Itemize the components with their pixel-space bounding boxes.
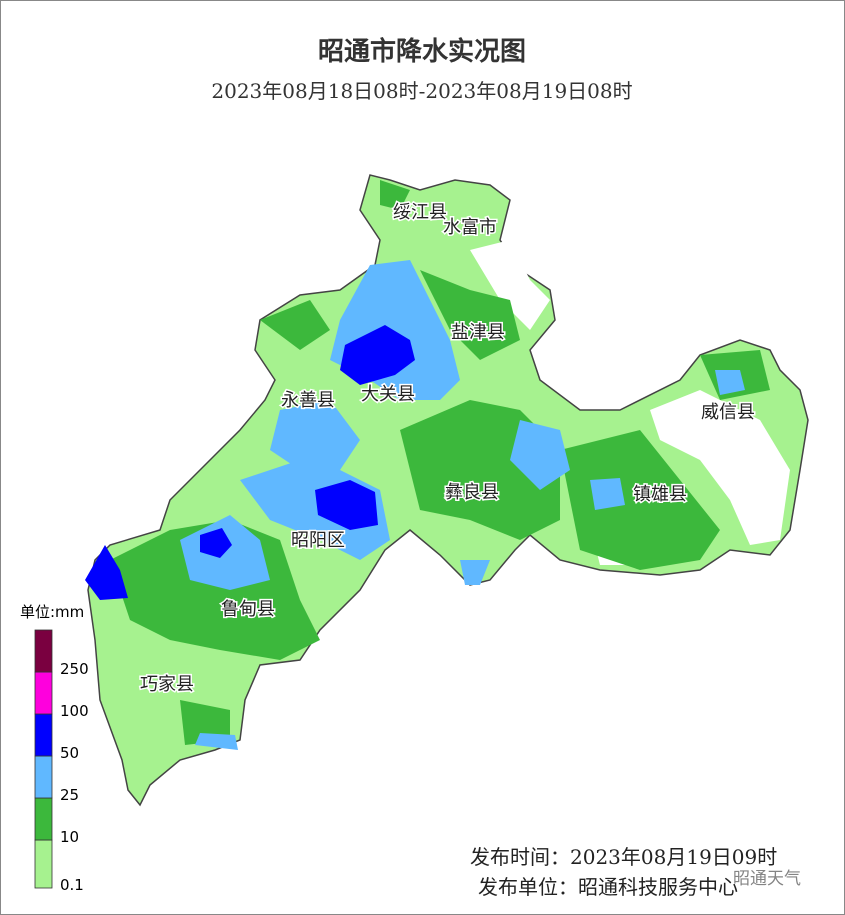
legend-swatch <box>34 713 53 757</box>
region-label: 盐津县 <box>451 322 505 343</box>
legend-swatch <box>34 671 53 715</box>
issue-time: 发布时间：2023年08月19日09时 <box>470 845 777 869</box>
region-label: 昭阳区 <box>291 530 345 551</box>
legend-swatch <box>34 755 53 799</box>
legend: 0.1 10 25 50 100 250 <box>34 629 89 894</box>
rain-50 <box>85 325 415 600</box>
legend-label: 0.1 <box>60 876 84 894</box>
region-label: 巧家县 <box>140 674 194 695</box>
rain-25 <box>180 260 745 750</box>
region-label: 绥江县 <box>393 202 447 223</box>
region-label: 水富市 <box>443 217 497 238</box>
watermark: 昭通天气 <box>733 869 801 889</box>
legend-unit: 单位:mm <box>20 603 84 621</box>
legend-swatch <box>34 839 53 889</box>
rain-10 <box>110 180 770 745</box>
legend-swatch <box>34 629 53 673</box>
legend-label: 25 <box>60 786 79 804</box>
region-label: 大关县 <box>361 384 415 405</box>
no-rain <box>470 240 790 565</box>
legend-swatch <box>34 797 53 841</box>
legend-label: 250 <box>60 660 89 678</box>
legend-label: 10 <box>60 828 79 846</box>
region-label: 彝良县 <box>445 482 499 503</box>
legend-label: 50 <box>60 744 79 762</box>
region-label: 永善县 <box>281 390 335 411</box>
map-title: 昭通市降水实况图 <box>318 36 526 67</box>
issue-unit: 发布单位：昭通科技服务中心 <box>478 875 738 899</box>
map-subtitle: 2023年08月18日08时-2023年08月19日08时 <box>211 79 632 103</box>
region-label: 鲁甸县 <box>221 599 275 620</box>
region-label: 威信县 <box>701 402 755 423</box>
legend-label: 100 <box>60 702 89 720</box>
map <box>85 174 809 807</box>
region-label: 镇雄县 <box>633 484 687 505</box>
